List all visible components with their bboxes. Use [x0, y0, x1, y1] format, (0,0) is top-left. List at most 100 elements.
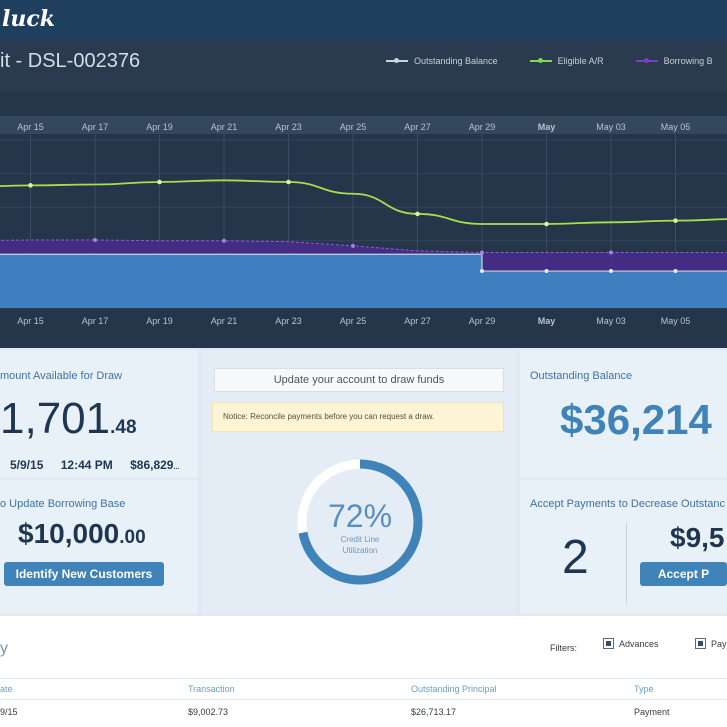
outstanding-balance-card: Outstanding Balance $36,214 [520, 350, 727, 478]
borrowing-base-point [93, 237, 97, 242]
reconcile-notice: Notice: Reconcile payments before you ca… [212, 402, 504, 432]
borrowing-base-cents: .00 [119, 527, 146, 548]
outstanding-balance-value: $36,214 [560, 396, 712, 443]
summary-cards: mount Available for Draw 1,701.48 5/9/15… [0, 348, 727, 616]
top-axis-tick-label: Apr 29 [469, 122, 496, 132]
legend-swatch [386, 58, 408, 63]
borrowing-base-card: o Update Borrowing Base $10,000.00 Ident… [0, 480, 198, 614]
identify-new-customers-button[interactable]: Identify New Customers [4, 562, 164, 586]
top-axis-tick-label: Apr 15 [17, 122, 44, 132]
outstanding-balance-area [0, 254, 727, 308]
x-axis-tick-label: Apr 29 [469, 316, 496, 326]
legend-item-outstanding-balance[interactable]: Outstanding Balance [386, 56, 498, 66]
line-chart: Apr 15 Apr 17 Apr 19 Apr 21 Apr 23 Apr 25 Apr … [0, 92, 727, 348]
borrowing-base-point [222, 238, 226, 243]
eligible-ar-point [286, 179, 291, 185]
accept-payments-card: Accept Payments to Decrease Outstanc 2 $… [520, 480, 727, 614]
draw-extra: $86,829... [130, 458, 180, 472]
top-axis-tick-label: May [538, 122, 556, 132]
borrowing-base-point [609, 250, 613, 255]
legend-label: Borrowing B [663, 56, 713, 66]
outstanding-balance-point [609, 269, 613, 274]
borrowing-base-dollars: $10,000 [18, 518, 120, 549]
eligible-ar-point [28, 183, 33, 188]
credit-utilization-card: Update your account to draw funds Notice… [202, 350, 516, 614]
gauge-percent: 72% [327, 498, 393, 534]
top-axis-tick-label: Apr 17 [82, 122, 109, 132]
amount-available-dollars: 1,701 [0, 394, 111, 443]
draw-date: 5/9/15 [10, 458, 44, 472]
gauge-fill [297, 459, 423, 585]
top-axis-tick-label: Apr 27 [404, 122, 431, 132]
x-axis-tick-label: Apr 21 [211, 316, 238, 326]
filters-label: Filters: [550, 643, 577, 653]
top-bar: luck [0, 0, 727, 40]
amount-available-label: mount Available for Draw [0, 370, 123, 382]
outstanding-balance-point [480, 269, 484, 274]
chart-title: it - DSL-002376 [0, 50, 141, 72]
activity-section: y Filters: Advances Pay ate Transaction … [0, 616, 727, 727]
column-outstanding-principal[interactable]: Outstanding Principal [411, 684, 497, 694]
amount-available-cents: .48 [110, 417, 137, 438]
x-axis-tick-label: Apr 15 [17, 316, 44, 326]
card-divider [626, 522, 627, 604]
column-type[interactable]: Type [634, 684, 654, 694]
draw-time: 12:44 PM [60, 458, 113, 472]
top-axis-tick-label: Apr 19 [146, 122, 173, 132]
x-axis-tick-label: Apr 25 [340, 316, 367, 326]
borrowing-base-point [351, 243, 355, 248]
filter-advances[interactable]: Advances [603, 638, 659, 649]
cell-outstanding-principal: $26,713.17 [411, 707, 457, 717]
x-axis-tick-label: Apr 17 [82, 316, 109, 326]
payments-value: $9,5 [670, 522, 725, 553]
outstanding-balance-point [673, 269, 678, 274]
legend-label: Outstanding Balance [414, 56, 498, 66]
table-header: ate Transaction Outstanding Principal Ty… [0, 678, 727, 700]
accept-payments-button[interactable]: Accept P [640, 562, 727, 586]
checkbox-icon[interactable] [603, 638, 614, 649]
legend-item-borrowing-base[interactable]: Borrowing B [635, 56, 713, 66]
gauge-caption: Credit Line Utilization [340, 535, 380, 555]
eligible-ar-point [544, 221, 549, 227]
amount-available-card: mount Available for Draw 1,701.48 5/9/15… [0, 350, 198, 478]
draw-meta: 5/9/15 12:44 PM $86,829... [10, 458, 193, 472]
update-account-message: Update your account to draw funds [214, 368, 504, 392]
x-axis-tick-label: May 05 [661, 316, 691, 326]
outstanding-balance-label: Outstanding Balance [530, 370, 633, 382]
top-axis-tick-label: Apr 25 [340, 122, 367, 132]
top-axis-tick-label: May 05 [661, 122, 691, 132]
borrowing-base-point [480, 250, 484, 255]
x-axis-tick-label: Apr 19 [146, 316, 173, 326]
eligible-ar-point [673, 218, 678, 223]
chart-legend: Outstanding Balance Eligible A/R Borrowi… [386, 56, 713, 66]
borrowing-base-label: o Update Borrowing Base [0, 498, 126, 510]
eligible-ar-line [0, 179, 727, 225]
borrowing-base-value: $10,000.00 [18, 518, 146, 550]
chart-panel: Apr 15 Apr 17 Apr 19 Apr 21 Apr 23 Apr 25 Apr … [0, 40, 727, 348]
legend-swatch [529, 58, 552, 63]
cell-transaction: $9,002.73 [188, 707, 229, 717]
outstanding-balance-point [544, 269, 549, 274]
column-transaction[interactable]: Transaction [188, 684, 235, 694]
x-axis-tick-label: Apr 23 [275, 316, 302, 326]
accept-payments-label: Accept Payments to Decrease Outstanc [530, 498, 726, 510]
cell-date: 9/15 [0, 707, 18, 717]
table-row[interactable]: 9/15 $9,002.73 $26,713.17 Payment [0, 702, 727, 724]
amount-available-value: 1,701.48 [0, 394, 137, 444]
column-date[interactable]: ate [0, 684, 13, 694]
filter-payments[interactable]: Pay [695, 638, 727, 649]
x-axis-tick-label: May [538, 316, 556, 326]
top-axis-tick-label: Apr 23 [275, 122, 302, 132]
checkbox-icon[interactable] [695, 638, 706, 649]
top-axis-band [0, 116, 727, 134]
top-axis-tick-label: Apr 21 [211, 122, 238, 132]
eligible-ar-point [415, 211, 420, 217]
eligible-ar-point [157, 179, 162, 185]
activity-title: y [0, 640, 8, 657]
app-logo[interactable]: luck [2, 6, 55, 32]
x-axis-tick-label: May 03 [596, 316, 626, 326]
legend-label: Eligible A/R [557, 56, 604, 66]
filter-label: Pay [711, 638, 727, 649]
legend-item-eligible-ar[interactable]: Eligible A/R [529, 56, 604, 66]
legend-swatch [635, 58, 658, 63]
